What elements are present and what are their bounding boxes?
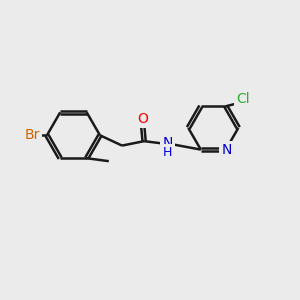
- Text: N: N: [163, 136, 173, 150]
- Text: O: O: [137, 112, 148, 126]
- Text: Br: Br: [25, 128, 40, 142]
- Text: Cl: Cl: [236, 92, 249, 106]
- Text: H: H: [163, 146, 172, 159]
- Text: N: N: [221, 142, 232, 157]
